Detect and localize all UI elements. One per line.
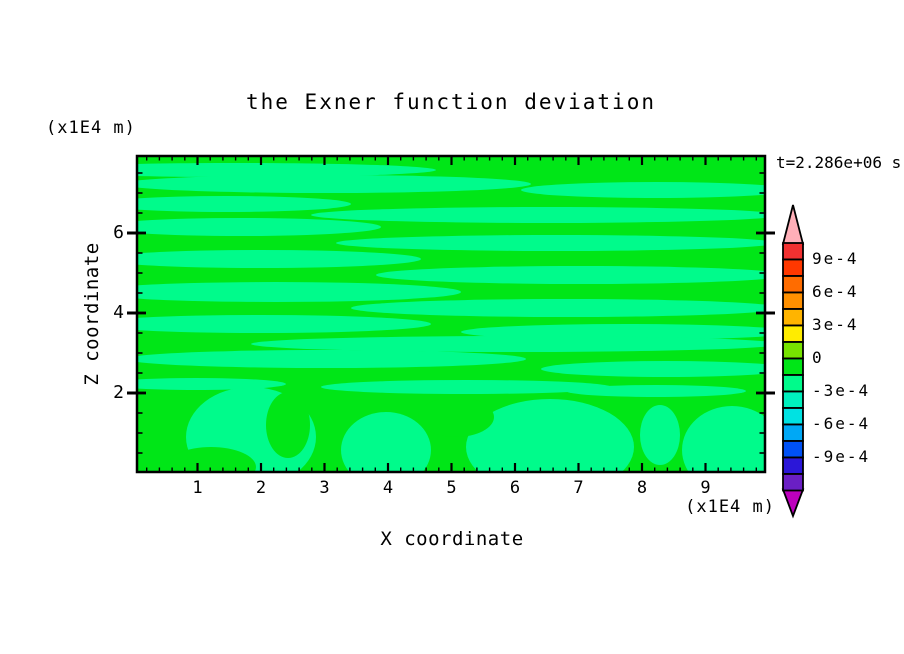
- x-tick-label: 4: [382, 478, 394, 498]
- contour-band-shape: [336, 235, 766, 251]
- colorbar-band: [782, 324, 804, 343]
- colorbar-band: [782, 357, 804, 376]
- colorbar-tick-label: 6e-4: [812, 282, 859, 301]
- x-tick-label: 7: [573, 478, 584, 498]
- x-tick-label: 9: [700, 478, 711, 498]
- contour-band-shape: [136, 175, 531, 193]
- plot-border: [135, 154, 767, 474]
- contour-band-shape: [376, 266, 766, 284]
- colorbar-tick-label: -3e-4: [812, 381, 871, 400]
- colorbar-band: [782, 473, 804, 492]
- contour-band-shape: [521, 182, 766, 198]
- contour-field: [136, 155, 766, 473]
- colorbar-tick-label: 9e-4: [812, 249, 859, 268]
- time-annotation: t=2.286e+06 s: [776, 153, 902, 172]
- colorbar-band: [782, 291, 804, 310]
- contour-band-shape: [251, 336, 766, 352]
- contour-band-shape: [461, 324, 766, 340]
- contour-band-shape: [541, 361, 766, 377]
- contour-band-shape: [136, 378, 286, 390]
- colorbar-tick-label: 0: [812, 348, 824, 367]
- contour-band-shape: [136, 315, 431, 333]
- contour-band-shape: [321, 380, 611, 394]
- colorbar-arrow-top: [781, 204, 805, 245]
- contour-band-shape: [136, 196, 351, 212]
- y-axis-unit: (x1E4 m): [46, 118, 136, 138]
- colorbar-band: [782, 456, 804, 475]
- x-tick-label: 5: [446, 478, 457, 498]
- colorbar: [781, 204, 805, 519]
- contour-band-shape: [311, 207, 766, 223]
- colorbar-band: [782, 275, 804, 294]
- y-tick-label: 2: [113, 382, 124, 403]
- colorbar-band: [782, 242, 804, 261]
- contour-band-shape: [341, 412, 431, 473]
- colorbar-band: [782, 390, 804, 409]
- contour-band-shape: [266, 392, 310, 458]
- plot-title: the Exner function deviation: [245, 90, 656, 114]
- x-tick-label: 8: [636, 478, 648, 498]
- contour-band-shape: [136, 282, 461, 302]
- contour-plot: [127, 154, 775, 474]
- x-tick-label: 3: [319, 478, 330, 498]
- contour-band-shape: [640, 405, 680, 465]
- colorbar-band: [782, 440, 804, 459]
- x-axis-label: X coordinate: [380, 528, 524, 550]
- colorbar-arrow-bottom: [781, 488, 805, 519]
- contour-band-shape: [566, 385, 746, 397]
- contour-band-shape: [418, 397, 494, 437]
- y-tick-label: 6: [113, 222, 124, 243]
- contour-band-shape: [466, 399, 634, 473]
- contour-band-shape: [136, 250, 421, 268]
- colorbar-band: [782, 374, 804, 393]
- colorbar-tick-label: 3e-4: [812, 315, 859, 334]
- y-tick-label: 4: [113, 302, 124, 323]
- contour-band-shape: [351, 299, 766, 317]
- colorbar-band: [782, 407, 804, 426]
- contour-band-shape: [136, 350, 526, 368]
- contour-band-shape: [136, 218, 381, 236]
- contour-band-shape: [166, 447, 256, 473]
- contour-band-shape: [682, 406, 766, 473]
- x-axis-unit: (x1E4 m): [685, 497, 775, 517]
- colorbar-band: [782, 308, 804, 327]
- colorbar-tick-label: -6e-4: [812, 414, 871, 433]
- colorbar-band: [782, 341, 804, 360]
- colorbar-band: [782, 423, 804, 442]
- colorbar-band: [782, 258, 804, 277]
- contour-band-shape: [136, 163, 436, 177]
- x-tick-label: 2: [255, 478, 267, 498]
- x-tick-label: 6: [509, 478, 521, 498]
- x-tick-label: 1: [192, 478, 203, 498]
- colorbar-tick-label: -9e-4: [812, 447, 871, 466]
